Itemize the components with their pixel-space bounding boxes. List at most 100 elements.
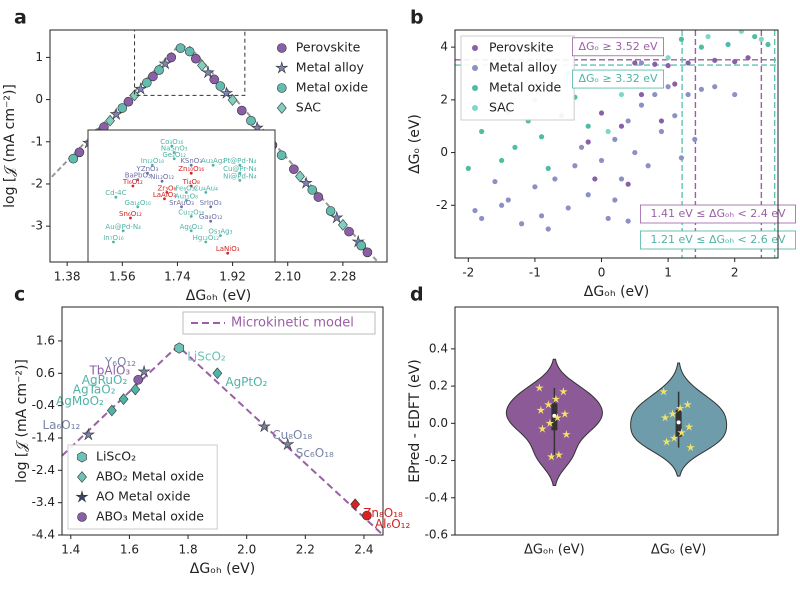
legend-box (460, 35, 575, 121)
point (362, 247, 373, 258)
legend-label: ABO₂ Metal oxide (96, 469, 204, 484)
point (598, 157, 605, 164)
point (350, 498, 361, 511)
annotation-box (640, 204, 797, 224)
point (652, 61, 658, 67)
zoom-box (134, 29, 246, 96)
point (551, 394, 561, 403)
x-tick-label: 0 (598, 266, 606, 280)
y-tick-label: 0 (440, 145, 448, 159)
point (74, 147, 85, 158)
point (545, 418, 555, 428)
x-tick-label: 2.0 (237, 543, 256, 557)
inset-label: Zr₃O₆ (158, 184, 177, 192)
median (676, 420, 681, 425)
point (732, 91, 738, 98)
point (562, 429, 571, 439)
point-label: Sc₆O₁₈ (296, 446, 334, 460)
plot-area (62, 342, 383, 535)
point (732, 59, 738, 65)
annotation: 1.41 eV ≤ ΔGₒₕ < 2.4 eV (650, 207, 786, 220)
y-tick-label: 0.2 (429, 379, 448, 393)
point (638, 102, 645, 108)
point (106, 404, 117, 417)
inset-label: Cd-4C (105, 189, 126, 197)
inset-point (189, 229, 193, 233)
x-tick-label: -2 (462, 266, 474, 280)
point (675, 403, 685, 413)
y-tick-label: 2 (440, 92, 448, 106)
inset-label: Au₃Ag₃ (201, 157, 225, 165)
inset-point (209, 205, 213, 209)
point (118, 393, 129, 406)
panel-letter: d (410, 284, 424, 306)
panel: c -4.4 -3.4 -2.4 -1.4 -0.4 0.6 1.6 1.4 1.6 1.8 2.0 2… (14, 284, 410, 578)
panel-letter: c (14, 284, 25, 306)
y-tick-label: 0.4 (429, 341, 448, 355)
point (201, 65, 215, 79)
point (137, 364, 151, 378)
inset-label: Au₁₂O₈ (175, 192, 198, 200)
inset-label: Ge₂O₁₂ (162, 151, 186, 159)
point (158, 56, 172, 70)
line-legend-box (182, 311, 376, 335)
point (585, 123, 591, 129)
inset-label: KSnO₃ (180, 157, 202, 165)
point (662, 437, 671, 446)
inset-label: SrInO₃ (200, 199, 222, 207)
inset-label: LaNiO₃ (216, 245, 240, 253)
point (68, 153, 79, 164)
point (598, 110, 605, 116)
point (325, 206, 336, 216)
y-tick-label: -3 (31, 219, 43, 233)
inset-label: BaPbO₃ (125, 172, 151, 180)
y-axis-label: log [𝒥 (mA cm⁻²)] (14, 359, 30, 483)
x-tick-label: 1.8 (179, 543, 198, 557)
inset-point (189, 215, 193, 218)
point (545, 165, 551, 171)
y-tick-label: -3.4 (32, 495, 55, 509)
inset-label: In₁₂O₁₈ (141, 157, 164, 165)
y-tick-label: 0 (35, 92, 43, 106)
point (559, 387, 568, 396)
inset-point (129, 216, 132, 220)
point (81, 427, 95, 441)
inset-label: Ni₁₂O₁₂ (150, 173, 174, 181)
point (659, 387, 668, 396)
point (672, 81, 678, 87)
point (512, 144, 518, 150)
legend-marker (472, 65, 478, 71)
inset-point (238, 171, 242, 175)
y-tick-label: 0.0 (429, 416, 448, 430)
annotation-box (572, 37, 665, 57)
y-axis-label: EPred - EDFT (eV) (407, 359, 423, 483)
legend-marker (275, 61, 289, 74)
point (692, 136, 698, 142)
y-tick-label: -4.4 (32, 528, 55, 542)
inset-box (87, 129, 276, 263)
x-tick-label: ΔGₒₕ (eV) (524, 543, 585, 558)
point (212, 367, 223, 380)
point (618, 91, 625, 98)
legend-marker (472, 105, 478, 111)
x-tick-label: 2 (731, 266, 739, 280)
point (227, 94, 238, 106)
plot-area (51, 43, 380, 262)
point (499, 202, 505, 208)
x-tick-label: 1 (664, 266, 672, 280)
point (197, 59, 207, 72)
inset-label: Os₃Ag₃ (208, 228, 232, 236)
point (632, 60, 638, 66)
inset-point (150, 163, 154, 167)
inset-point (172, 151, 176, 154)
legend-label: Perovskite (489, 40, 554, 55)
inset-point (209, 219, 213, 223)
point (612, 197, 618, 203)
point (337, 219, 348, 231)
inset-label: Co₃O₁₆ (160, 138, 183, 146)
point (685, 91, 691, 98)
point (109, 107, 123, 120)
inset-label: NaSnO₃ (161, 144, 188, 152)
point (174, 342, 185, 354)
inset-label: Ti₆O₁₂ (122, 178, 143, 186)
